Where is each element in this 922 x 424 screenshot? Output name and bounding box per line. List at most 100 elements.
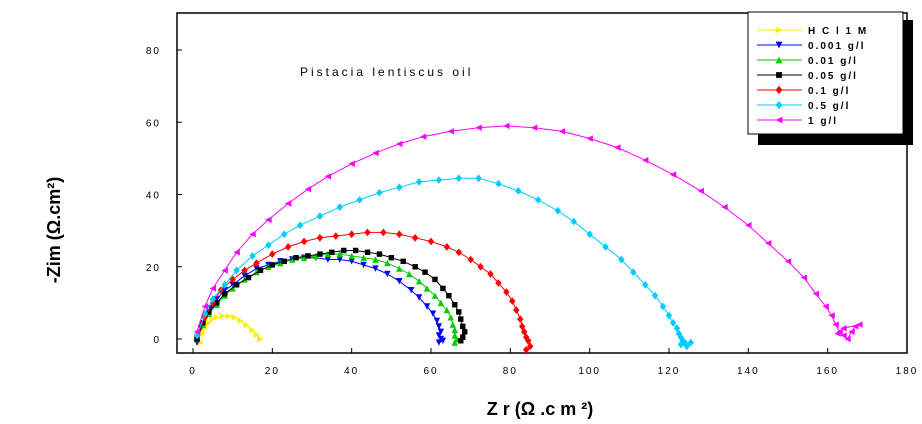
data-point [495, 179, 502, 188]
data-point [364, 228, 371, 237]
legend-marker [775, 26, 783, 34]
data-point [209, 295, 216, 304]
data-point [848, 328, 855, 335]
data-point [487, 270, 494, 278]
plot-frame [176, 12, 908, 354]
data-point [455, 248, 462, 257]
data-point [642, 157, 649, 164]
series-line [196, 231, 531, 351]
data-point [241, 266, 248, 275]
data-point [435, 332, 443, 339]
data-point [822, 303, 829, 310]
data-point [433, 317, 441, 325]
data-point [257, 335, 264, 343]
data-point [415, 178, 423, 186]
data-point [447, 128, 454, 135]
legend-item: 0.5 g/l [757, 100, 850, 112]
x-tick-label: 160 [816, 366, 839, 377]
data-point [828, 312, 835, 319]
data-point [269, 262, 276, 268]
data-point [523, 346, 530, 354]
data-point [296, 221, 304, 229]
data-point [304, 185, 312, 193]
data-point [281, 258, 287, 265]
legend-item: 0.001 g/l [757, 41, 863, 52]
plot-area [176, 12, 908, 354]
data-point [432, 276, 438, 283]
data-point [423, 285, 431, 292]
data-point [443, 243, 451, 251]
data-point [213, 314, 220, 321]
data-point [669, 171, 677, 178]
data-point [452, 301, 458, 308]
legend-marker [775, 116, 783, 124]
data-point [455, 174, 462, 183]
data-point [521, 327, 528, 336]
data-point [305, 253, 311, 259]
legend-label: 1 g/l [808, 116, 838, 127]
data-point [396, 230, 403, 239]
data-point [408, 287, 415, 294]
data-point [437, 328, 445, 335]
data-point [206, 309, 212, 315]
series-4 [193, 228, 534, 354]
data-point [281, 230, 288, 239]
y-axis-ticks: 0 20 40 60 80 [146, 46, 182, 346]
y-tick-label: 20 [146, 263, 161, 274]
data-point [372, 265, 379, 272]
data-point [651, 291, 659, 300]
data-point [659, 302, 667, 311]
x-tick-label: 0 [189, 366, 197, 377]
data-point [348, 258, 355, 265]
data-point [364, 249, 371, 256]
data-point [324, 256, 332, 263]
data-point [523, 333, 530, 341]
data-point [558, 128, 566, 135]
data-point [784, 258, 792, 265]
series-6 [193, 122, 863, 343]
data-point [449, 321, 456, 328]
data-point [219, 313, 226, 320]
data-point [253, 265, 260, 272]
data-point [406, 270, 413, 278]
series-line [196, 177, 692, 347]
legend-label: 0.5 g/l [808, 101, 850, 112]
data-point [265, 216, 272, 223]
legend-label: 0.05 g/l [808, 71, 858, 82]
data-point [800, 274, 808, 281]
x-tick-label: 180 [896, 366, 919, 377]
data-point [437, 299, 445, 307]
data-point [429, 310, 437, 317]
data-point [300, 237, 308, 246]
data-point [372, 256, 379, 263]
data-point [446, 292, 452, 299]
data-point [602, 243, 609, 251]
data-point [642, 281, 649, 289]
chart-annotation: Pistacia lentiscus oil [300, 65, 473, 79]
data-point [193, 328, 201, 335]
data-point [435, 176, 443, 184]
series-line [196, 125, 860, 340]
data-point [221, 281, 228, 289]
data-point [495, 279, 502, 287]
data-point [245, 274, 252, 281]
data-point [348, 230, 355, 239]
data-point [277, 259, 284, 267]
data-point [477, 262, 484, 271]
x-axis-title: Z r (Ω .c m ²) [487, 399, 593, 419]
data-point [440, 285, 446, 292]
data-point [329, 249, 335, 256]
data-point [554, 206, 562, 215]
data-point [451, 339, 458, 346]
y-tick-label: 80 [146, 46, 161, 57]
data-point [384, 259, 391, 267]
data-point [517, 315, 524, 323]
data-point [388, 254, 395, 261]
legend-box [747, 11, 904, 135]
data-point [332, 232, 339, 240]
x-tick-label: 40 [344, 366, 359, 377]
data-point [360, 261, 367, 269]
legend-item: 1 g/l [757, 116, 838, 127]
data-point [336, 250, 343, 258]
